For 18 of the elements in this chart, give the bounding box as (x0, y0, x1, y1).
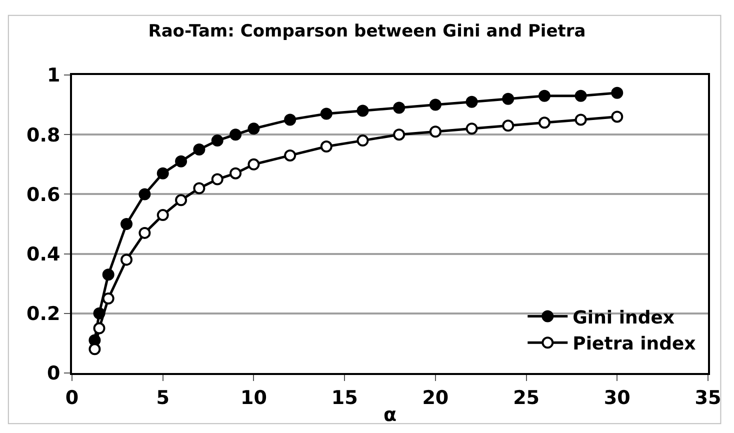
legend-label: Gini index (572, 307, 675, 328)
y-tick-label: 0 (46, 362, 60, 385)
y-tick-label: 0.4 (26, 243, 60, 266)
x-axis-title: α (383, 404, 397, 426)
x-tick-label: 15 (331, 386, 358, 409)
y-tick-label: 0.2 (26, 303, 60, 326)
chart-title: Rao-Tam: Comparson between Gini and Pietra (148, 21, 586, 42)
legend-label: Pietra index (572, 334, 696, 355)
x-tick-label: 10 (240, 386, 267, 409)
y-tick-label: 0.6 (26, 184, 60, 206)
y-tick-label: 1 (46, 64, 60, 87)
x-tick-label: 35 (694, 386, 722, 409)
x-tick-label: 30 (604, 386, 630, 409)
x-tick-label: 0 (65, 386, 79, 409)
y-tick-label: 0.8 (26, 124, 60, 146)
x-tick-label: 25 (513, 386, 540, 409)
x-tick-label: 20 (422, 386, 449, 409)
x-tick-label: 5 (156, 386, 170, 409)
